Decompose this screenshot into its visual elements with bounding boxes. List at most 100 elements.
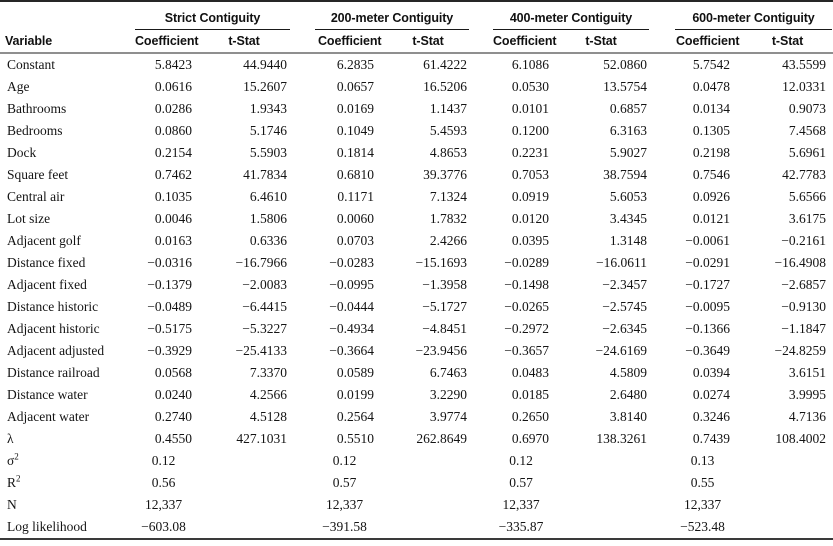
value-cell: −0.3649 bbox=[685, 343, 730, 358]
value-cell: 6.4610 bbox=[249, 189, 287, 204]
value-cell: 5.6053 bbox=[609, 189, 647, 204]
value-cell: −0.3929 bbox=[147, 343, 192, 358]
value-cell bbox=[550, 450, 649, 472]
value-cell: 5.4593 bbox=[429, 123, 467, 138]
table-row: λ 0.4550 427.1031 0.5510 262.8649 0.6970 138.3… bbox=[0, 428, 833, 450]
value-cell: 0.0199 bbox=[336, 387, 374, 402]
value-cell bbox=[732, 450, 833, 472]
value-cell: 0.2154 bbox=[154, 145, 192, 160]
value-cell: −1.1847 bbox=[781, 321, 826, 336]
value-cell bbox=[375, 494, 469, 516]
value-cell: 0.12 bbox=[151, 453, 176, 468]
value-cell: 12,337 bbox=[502, 497, 540, 512]
value-cell: 427.1031 bbox=[236, 431, 287, 446]
value-cell: 52.0860 bbox=[603, 57, 647, 72]
value-cell: 43.5599 bbox=[782, 57, 826, 72]
value-cell: −603.08 bbox=[133, 516, 193, 540]
value-cell: 4.5809 bbox=[609, 365, 647, 380]
group-header-label: 600-meter Contiguity bbox=[692, 11, 815, 25]
value-cell: 0.2564 bbox=[336, 409, 374, 424]
value-cell: 38.7594 bbox=[603, 167, 647, 182]
value-cell: 0.7462 bbox=[154, 167, 192, 182]
value-cell bbox=[550, 494, 649, 516]
value-cell: −16.4908 bbox=[774, 255, 827, 270]
variable-label: Bathrooms bbox=[7, 101, 67, 116]
value-cell: 0.2198 bbox=[692, 145, 730, 160]
value-cell: 0.0101 bbox=[511, 101, 549, 116]
value-cell: 0.0395 bbox=[511, 233, 549, 248]
variable-column-header: Variable bbox=[0, 30, 133, 54]
variable-label: Adjacent fixed bbox=[7, 277, 87, 292]
corner-spacer bbox=[0, 1, 133, 30]
value-cell: 44.9440 bbox=[243, 57, 287, 72]
value-cell: 0.0657 bbox=[336, 79, 374, 94]
group-header-label: 400-meter Contiguity bbox=[509, 11, 633, 25]
variable-label: Distance water bbox=[7, 387, 88, 402]
value-cell: 4.8653 bbox=[429, 145, 467, 160]
value-cell: 4.7136 bbox=[788, 409, 826, 424]
variable-label: R2 bbox=[7, 473, 21, 490]
value-cell: 0.6810 bbox=[336, 167, 374, 182]
value-cell: 6.1086 bbox=[511, 57, 549, 72]
variable-label: Distance fixed bbox=[7, 255, 86, 270]
value-cell: 1.5806 bbox=[249, 211, 287, 226]
value-cell: 0.0919 bbox=[511, 189, 549, 204]
value-cell: 5.6566 bbox=[788, 189, 826, 204]
value-cell bbox=[550, 516, 649, 540]
value-cell: −523.48 bbox=[649, 516, 732, 540]
value-cell: 0.6857 bbox=[609, 101, 647, 116]
value-cell: 3.8140 bbox=[609, 409, 647, 424]
value-cell: −2.6345 bbox=[602, 321, 647, 336]
value-cell: −0.0265 bbox=[504, 299, 549, 314]
value-cell: 1.3148 bbox=[609, 233, 647, 248]
table-row: Dock 0.2154 5.5903 0.1814 4.8653 0.2231 5.9027… bbox=[0, 142, 833, 164]
value-cell bbox=[732, 472, 833, 494]
value-cell: 12,337 bbox=[683, 497, 722, 512]
group-header-600-meter-contiguity: 600-meter Contiguity bbox=[649, 1, 833, 30]
value-cell: −0.0061 bbox=[685, 233, 730, 248]
variable-label: Constant bbox=[7, 57, 56, 72]
value-cell: −2.0083 bbox=[242, 277, 287, 292]
value-cell: 0.1049 bbox=[336, 123, 374, 138]
value-cell: 0.0589 bbox=[336, 365, 374, 380]
value-cell: 262.8649 bbox=[416, 431, 467, 446]
value-cell bbox=[193, 450, 290, 472]
value-cell: −4.8451 bbox=[422, 321, 467, 336]
table-row: Adjacent adjusted −0.3929 −25.4133 −0.3664 −… bbox=[0, 340, 833, 362]
value-cell: 42.7783 bbox=[782, 167, 826, 182]
value-cell: −5.3227 bbox=[242, 321, 287, 336]
value-cell: 108.4002 bbox=[775, 431, 826, 446]
value-cell: 0.13 bbox=[690, 453, 715, 468]
variable-label: Square feet bbox=[7, 167, 69, 182]
value-cell: 4.2566 bbox=[249, 387, 287, 402]
value-cell: 0.0134 bbox=[692, 101, 730, 116]
value-cell: 0.7439 bbox=[692, 431, 730, 446]
variable-label: λ bbox=[7, 431, 14, 446]
value-cell: 0.0926 bbox=[692, 189, 730, 204]
value-cell: 6.7463 bbox=[429, 365, 467, 380]
value-cell: 6.3163 bbox=[609, 123, 647, 138]
table-row: Distance fixed −0.0316 −16.7966 −0.0283 −15.… bbox=[0, 252, 833, 274]
value-cell: 3.9995 bbox=[788, 387, 826, 402]
table-row: σ2 0.12 0.12 0.12 0.13 bbox=[0, 450, 833, 472]
value-cell: −0.3657 bbox=[504, 343, 549, 358]
value-cell: 39.3776 bbox=[423, 167, 467, 182]
value-cell: 0.57 bbox=[509, 475, 533, 490]
table-row: N 12,337 12,337 12,337 12,337 bbox=[0, 494, 833, 516]
table-row: Adjacent water 0.2740 4.5128 0.2564 3.9774 0.… bbox=[0, 406, 833, 428]
value-cell: −25.4133 bbox=[235, 343, 288, 358]
value-cell: −0.2972 bbox=[504, 321, 549, 336]
superscript: 2 bbox=[16, 473, 21, 484]
value-cell: 5.8423 bbox=[154, 57, 192, 72]
value-cell: 0.0478 bbox=[692, 79, 730, 94]
value-cell: 7.3370 bbox=[249, 365, 287, 380]
superscript: 2 bbox=[14, 451, 19, 462]
value-cell: 0.2740 bbox=[154, 409, 192, 424]
value-cell: 0.1200 bbox=[511, 123, 549, 138]
value-cell: 0.0185 bbox=[511, 387, 549, 402]
value-cell: 5.6961 bbox=[788, 145, 826, 160]
value-cell: 1.9343 bbox=[249, 101, 287, 116]
value-cell: 3.2290 bbox=[429, 387, 467, 402]
value-cell: 0.0703 bbox=[336, 233, 374, 248]
